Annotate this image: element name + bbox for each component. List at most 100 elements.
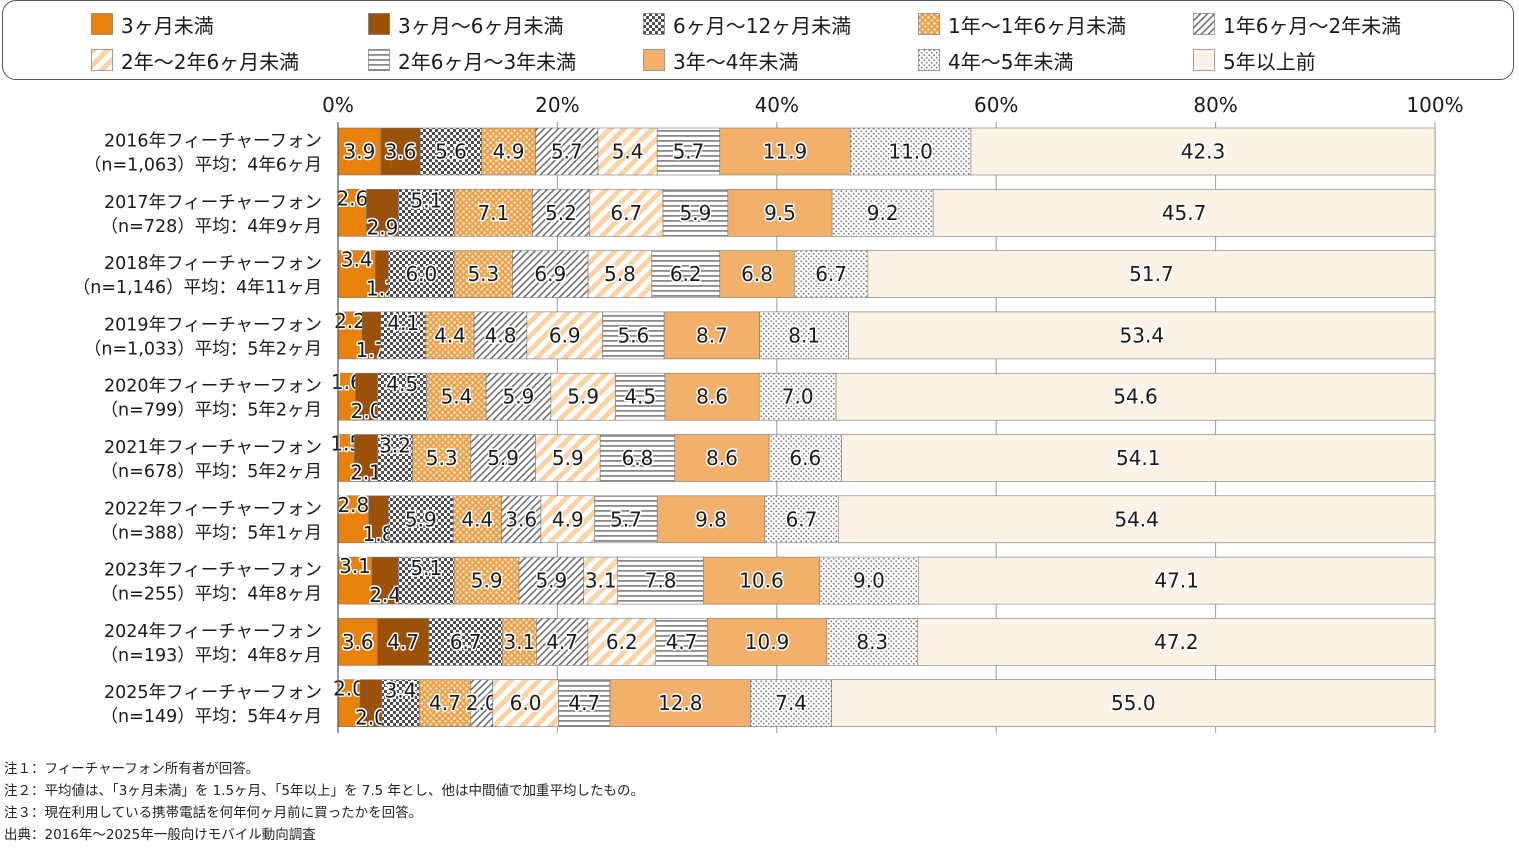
value-label: 5.1 (410, 556, 442, 580)
legend-swatch (918, 13, 940, 35)
bar-segment (337, 127, 382, 176)
value-label: 8.7 (696, 323, 728, 347)
value-label: 47.2 (1154, 630, 1199, 654)
value-label: 4.7 (666, 630, 698, 654)
value-label: 8.6 (706, 446, 738, 470)
legend-label: 2年～2年6ヶ月未満 (121, 49, 300, 74)
bar-segment (707, 618, 828, 666)
bar-segment (377, 434, 413, 482)
bar-segment (380, 127, 421, 176)
value-label: 42.3 (1181, 140, 1226, 164)
value-label: 5.9 (503, 385, 535, 409)
value-label: 3.2 (379, 434, 411, 458)
bar-segment (337, 311, 363, 360)
value-label: 6.2 (606, 630, 638, 654)
legend-swatch (1193, 13, 1215, 35)
bar-segment (337, 250, 376, 298)
x-tick-label: 0% (322, 93, 354, 117)
bar-segment (655, 618, 708, 666)
bar-segment (587, 618, 657, 666)
bar-segment (492, 679, 559, 728)
bar-segment (388, 250, 455, 298)
value-label: 8.1 (788, 323, 820, 347)
value-label: 47.1 (1154, 569, 1199, 593)
legend-label: 6ヶ月～12ヶ月未満 (673, 13, 852, 38)
bar-segment (473, 311, 528, 360)
bar-segment (918, 556, 1436, 605)
value-label: 5.3 (467, 262, 499, 286)
bar-segment (337, 618, 378, 666)
category-sublabel: （n=1,146）平均：4年11ヶ月 (73, 278, 322, 298)
bar-segment (419, 127, 483, 176)
value-label: 5.9 (552, 446, 584, 470)
bar-segment (841, 434, 1436, 482)
x-tick-label: 60% (974, 93, 1018, 117)
value-label: 4.4 (461, 507, 493, 531)
legend-label: 3ヶ月～6ヶ月未満 (398, 13, 564, 38)
value-label: 10.6 (739, 569, 784, 593)
bar-segment (662, 189, 729, 237)
bar-segment (587, 250, 653, 298)
value-label: 53.4 (1120, 323, 1165, 347)
bar-segment (651, 250, 721, 298)
bar-segment (501, 495, 542, 544)
bar-segment (583, 556, 619, 605)
value-label: 5.8 (604, 262, 636, 286)
value-label: 4.7 (568, 691, 600, 715)
bar-segment (558, 679, 611, 728)
bar-segment (377, 372, 428, 421)
value-label: 5.9 (405, 507, 437, 531)
bar-segment (418, 679, 472, 728)
value-label: 2.1 (350, 461, 382, 485)
value-label: 6.8 (622, 446, 654, 470)
value-label: 6.9 (534, 262, 566, 286)
category-label: 2020年フィーチャーフォン (104, 377, 322, 397)
legend-item: 1年～1年6ヶ月未満 (918, 11, 1126, 38)
bar-segment (337, 495, 370, 544)
bar-segment (599, 434, 676, 482)
value-label: 6.7 (815, 262, 847, 286)
bar-segment (536, 618, 589, 666)
legend-label: 1年6ヶ月～2年未満 (1223, 13, 1402, 38)
bar-segment (398, 189, 455, 237)
x-tick-label: 100% (1406, 93, 1463, 117)
bar-segment (656, 127, 721, 176)
bar-segment (794, 250, 869, 298)
bar-segment (485, 372, 552, 421)
bar-segment (932, 189, 1436, 237)
bar-segment (425, 311, 475, 360)
bar-segment (663, 311, 760, 360)
bar-segment (970, 127, 1436, 176)
value-label: 54.4 (1114, 507, 1159, 531)
legend-item: 3ヶ月～6ヶ月未満 (368, 11, 564, 38)
legend-swatch (91, 13, 113, 35)
value-label: 6.7 (450, 630, 482, 654)
value-label: 6.8 (741, 262, 773, 286)
bar-segment (819, 556, 919, 605)
value-label: 3.4 (385, 679, 417, 703)
value-label: 9.5 (764, 201, 796, 225)
value-label: 4.7 (387, 630, 419, 654)
value-label: 4.7 (546, 630, 578, 654)
value-label: 5.6 (435, 140, 467, 164)
bar-segment (398, 556, 455, 605)
bar-segment (388, 495, 454, 544)
category-label: 2021年フィーチャーフォン (104, 438, 322, 458)
category-sublabel: （n=678）平均：5年2ヶ月 (101, 462, 322, 482)
category-sublabel: （n=255）平均：4年8ヶ月 (101, 585, 322, 605)
value-label: 11.0 (888, 140, 933, 164)
value-label: 9.8 (695, 507, 727, 531)
value-label: 6.0 (405, 262, 437, 286)
bar-segment (512, 250, 589, 298)
bar-segment (535, 434, 601, 482)
value-label: 54.1 (1116, 446, 1161, 470)
category-sublabel: （n=388）平均：5年1ヶ月 (101, 523, 322, 543)
bar-segment (454, 189, 533, 237)
bar-segment (366, 189, 399, 237)
bar-segment (768, 434, 842, 482)
value-label: 8.3 (856, 630, 888, 654)
bar-segment (380, 311, 427, 360)
value-label: 4.5 (624, 385, 656, 409)
value-label: 5.6 (617, 323, 649, 347)
value-label: 12.8 (658, 691, 703, 715)
